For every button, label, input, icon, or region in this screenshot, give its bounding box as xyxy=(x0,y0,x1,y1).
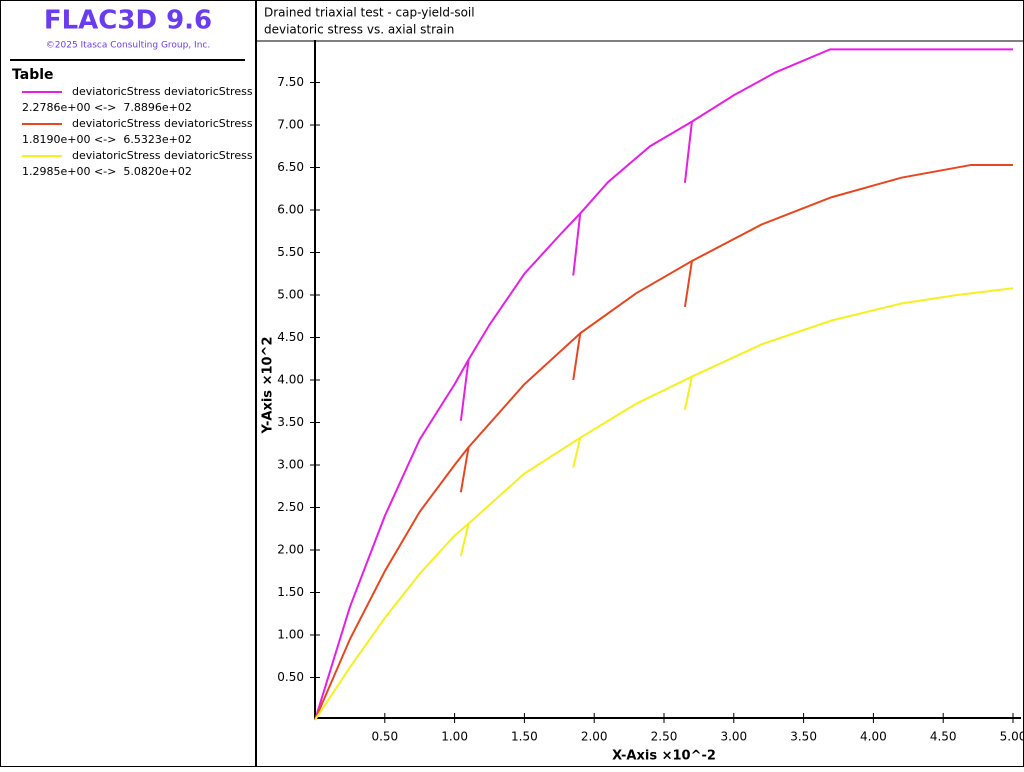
legend-range: 1.2985e+00 <-> 5.0820e+02 xyxy=(22,165,192,178)
x-axis-label: X-Axis ×10^-2 xyxy=(612,749,716,764)
legend-name: deviatoricStress deviatoricStress xyxy=(72,85,253,98)
x-tick-label: 3.00 xyxy=(720,730,747,744)
series-line xyxy=(314,287,1014,721)
series-line xyxy=(314,163,1013,721)
legend-name: deviatoricStress deviatoricStress xyxy=(72,149,253,162)
y-tick-label: 1.50 xyxy=(277,585,304,599)
x-tick-label: 2.50 xyxy=(651,730,678,744)
chart-title: Drained triaxial test - cap-yield-soil xyxy=(264,6,475,20)
y-tick-label: 1.00 xyxy=(277,628,304,642)
x-tick-label: 2.00 xyxy=(581,730,608,744)
x-tick-label: 3.50 xyxy=(790,730,817,744)
y-tick-label: 3.00 xyxy=(277,458,304,472)
legend-range: 2.2786e+00 <-> 7.8896e+02 xyxy=(22,101,192,114)
y-axis-label: Y-Axis ×10^2 xyxy=(261,337,276,435)
copyright: ©2025 Itasca Consulting Group, Inc. xyxy=(46,41,210,51)
x-tick-label: 1.00 xyxy=(441,730,468,744)
x-tick-label: 1.50 xyxy=(511,730,538,744)
x-tick-label: 5.00 xyxy=(1000,730,1024,744)
y-tick-label: 3.50 xyxy=(277,415,304,429)
y-tick-label: 0.50 xyxy=(277,670,304,684)
y-tick-label: 2.50 xyxy=(277,500,304,514)
y-tick-label: 4.50 xyxy=(277,330,304,344)
y-tick-label: 7.50 xyxy=(277,75,304,89)
x-tick-label: 0.50 xyxy=(371,730,398,744)
legend-name: deviatoricStress deviatoricStress xyxy=(72,117,253,130)
y-tick-label: 6.00 xyxy=(277,203,304,217)
series-line xyxy=(314,48,1013,721)
y-tick-label: 5.50 xyxy=(277,245,304,259)
app-title: FLAC3D 9.6 xyxy=(44,6,212,36)
y-tick-label: 6.50 xyxy=(277,160,304,174)
legend-range: 1.8190e+00 <-> 6.5323e+02 xyxy=(22,133,192,146)
y-tick-label: 4.00 xyxy=(277,373,304,387)
y-tick-label: 2.00 xyxy=(277,543,304,557)
chart-subtitle: deviatoric stress vs. axial strain xyxy=(264,23,454,37)
x-tick-label: 4.50 xyxy=(930,730,957,744)
y-tick-label: 7.00 xyxy=(277,118,304,132)
y-tick-label: 5.00 xyxy=(277,288,304,302)
x-tick-label: 4.00 xyxy=(860,730,887,744)
panel-title: Table xyxy=(12,67,54,83)
